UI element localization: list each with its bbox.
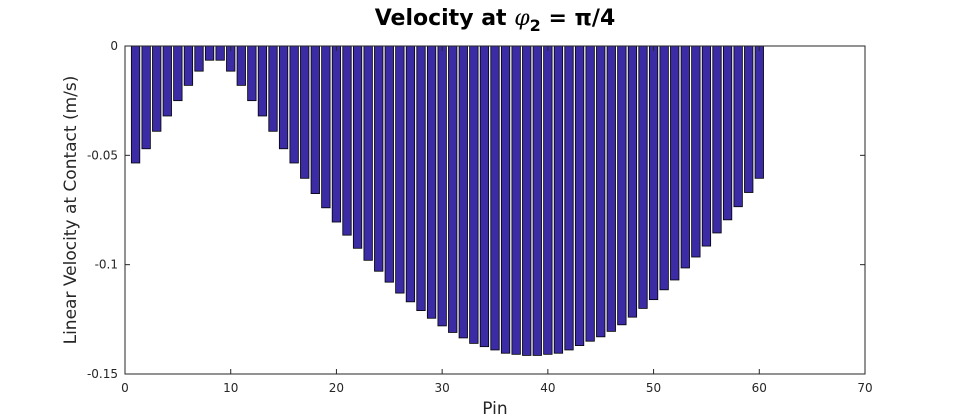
bar	[141, 45, 151, 150]
bar	[363, 45, 373, 261]
bar	[204, 45, 215, 61]
bar	[733, 45, 743, 208]
bar	[553, 45, 564, 354]
bar	[511, 45, 521, 355]
bar	[522, 45, 532, 356]
bar	[247, 45, 257, 102]
bar	[162, 45, 172, 117]
x-tick-label: 60	[752, 381, 767, 395]
bar	[342, 45, 352, 236]
bar	[173, 45, 183, 102]
bar	[268, 45, 278, 132]
bar	[257, 45, 268, 117]
bar	[374, 45, 384, 272]
bar	[532, 45, 542, 356]
x-tick-label: 0	[121, 381, 129, 395]
bar	[659, 45, 669, 291]
chart-title: Velocity at φ2 = π/4	[375, 6, 616, 35]
bar	[152, 45, 162, 132]
bar	[500, 45, 511, 354]
bar	[194, 45, 204, 72]
bar	[606, 45, 616, 332]
bar	[680, 45, 690, 269]
bar	[648, 45, 659, 301]
bar	[458, 45, 468, 339]
y-axis-label: Linear Velocity at Contact (m/s)	[61, 76, 81, 345]
y-tick-label: -0.1	[95, 258, 118, 272]
bar	[331, 45, 342, 223]
bar	[289, 45, 299, 164]
bar	[310, 45, 320, 195]
bar	[564, 45, 574, 351]
x-axis-label: Pin	[482, 399, 507, 419]
bar	[405, 45, 416, 303]
bar	[130, 45, 141, 164]
bar	[479, 45, 490, 348]
bar	[617, 45, 627, 326]
x-tick-label: 50	[646, 381, 661, 395]
bar	[321, 45, 331, 209]
bar	[395, 45, 405, 294]
x-tick-label: 10	[223, 381, 238, 395]
bar	[543, 45, 553, 355]
bar	[437, 45, 447, 327]
bar	[183, 45, 194, 86]
title-suffix: = π/4	[541, 6, 616, 31]
title-phi-symbol: φ	[514, 6, 530, 31]
bar	[352, 45, 363, 249]
y-axis: 0 -0.05 -0.1 -0.15	[87, 39, 865, 381]
title-prefix: Velocity at	[375, 6, 515, 31]
bar	[585, 45, 595, 342]
x-tick-label: 30	[435, 381, 450, 395]
y-tick-label: 0	[110, 39, 118, 53]
axes-box	[124, 45, 866, 375]
bar	[574, 45, 585, 346]
y-tick-label: -0.15	[87, 367, 118, 381]
x-axis: 0 10 20 30 40 50 60 70	[121, 46, 873, 395]
x-tick-label: 20	[329, 381, 344, 395]
bar	[300, 45, 310, 179]
y-tick-label: -0.05	[87, 148, 118, 162]
bar	[426, 45, 437, 319]
bar	[712, 45, 722, 234]
bar	[236, 45, 246, 86]
bar	[744, 45, 754, 193]
bar	[596, 45, 606, 338]
bar	[722, 45, 733, 221]
bar	[490, 45, 500, 351]
bar	[638, 45, 648, 309]
bar	[627, 45, 638, 318]
title-subscript: 2	[530, 16, 541, 35]
bar	[754, 45, 764, 179]
bar	[469, 45, 479, 344]
bar	[215, 45, 225, 61]
bar-series	[130, 45, 764, 356]
bar	[384, 45, 394, 283]
bar	[448, 45, 458, 333]
x-tick-label: 70	[857, 381, 872, 395]
bar	[691, 45, 701, 258]
x-tick-label: 40	[540, 381, 555, 395]
bar	[416, 45, 426, 311]
bar	[278, 45, 289, 150]
bar	[701, 45, 712, 247]
bar	[670, 45, 680, 281]
